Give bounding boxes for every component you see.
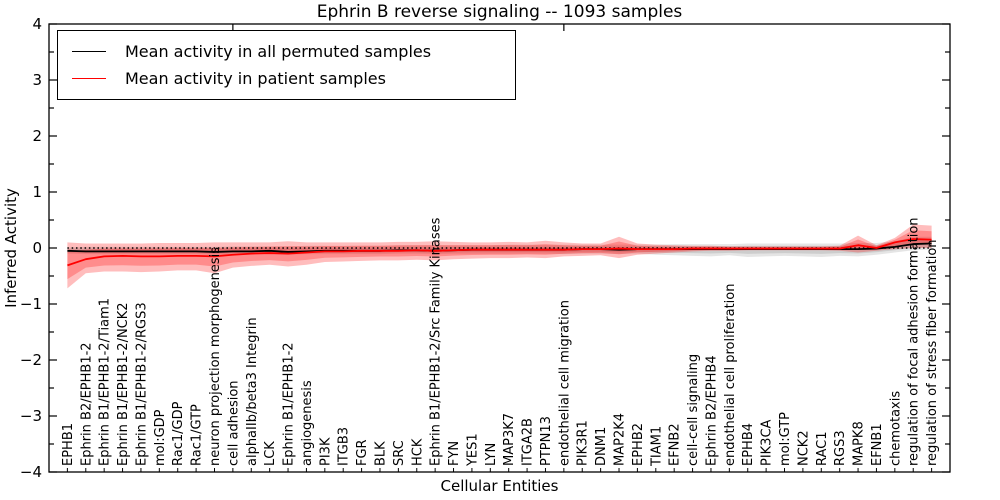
legend-label: Mean activity in all permuted samples (125, 42, 432, 61)
x-tick-label: angiogenesis (300, 380, 315, 466)
y-tick-label: −3 (20, 407, 42, 425)
x-tick-label: chemotaxis (888, 391, 903, 466)
x-tick-label: Ephrin B2/EPHB4 (704, 355, 719, 466)
x-tick-label: YES1 (465, 433, 480, 467)
y-tick-label: 4 (32, 15, 42, 33)
x-tick-label: Rac1/GTP (190, 404, 205, 466)
x-tick-label: MAPK8 (852, 421, 867, 466)
x-tick-label: EPHB4 (741, 423, 756, 466)
patient-range-band-outer (67, 224, 932, 289)
x-tick-label: Ephrin B1/EPHB1-2/Src Family Kinases (429, 217, 444, 466)
x-tick-label: FYN (447, 441, 462, 466)
x-tick-label: FGR (355, 439, 370, 466)
y-tick-label: −1 (20, 295, 42, 313)
x-tick-label: PI3K (318, 437, 333, 466)
x-tick-label: alphaIIb/beta3 Integrin (245, 317, 260, 466)
x-tick-label: TIAM1 (649, 426, 664, 467)
x-tick-label: EPHB1 (61, 423, 76, 466)
x-tick-label: MAP3K7 (502, 413, 517, 466)
permuted-range-band-inner (67, 239, 932, 254)
x-tick-label: regulation of focal adhesion formation (907, 217, 922, 466)
patient-mean-line (67, 238, 932, 267)
x-tick-label: EFNB1 (870, 423, 885, 466)
x-tick-label: LYN (484, 443, 499, 466)
legend-box: Mean activity in all permuted samples Me… (57, 30, 516, 100)
y-tick-label: −4 (20, 463, 42, 481)
x-tick-label: mol:GDP (153, 409, 168, 466)
x-tick-label: Rac1/GDP (171, 401, 186, 466)
x-tick-label: mol:GTP (778, 412, 793, 466)
x-tick-label: DNM1 (594, 427, 609, 466)
y-tick-label: 1 (32, 183, 42, 201)
y-tick-label: −2 (20, 351, 42, 369)
x-tick-label: neuron projection morphogenesis (208, 247, 223, 466)
chart-title: Ephrin B reverse signaling -- 1093 sampl… (316, 2, 683, 22)
x-tick-label: NCK2 (796, 430, 811, 466)
x-tick-label: BLK (373, 441, 388, 466)
x-tick-label: EFNB2 (668, 423, 683, 466)
x-tick-label: SRC (392, 440, 407, 466)
y-axis-label: Inferred Activity (2, 188, 20, 308)
y-tick-label: 0 (32, 239, 42, 257)
x-tick-label: ITGB3 (337, 427, 352, 466)
y-tick-label: 3 (32, 71, 42, 89)
legend-entry-permuted: Mean activity in all permuted samples (72, 38, 505, 65)
x-axis-label: Cellular Entities (440, 477, 559, 495)
patient-range-band-inner (67, 230, 932, 280)
legend-entry-patient: Mean activity in patient samples (72, 65, 505, 92)
x-tick-label: PTPN13 (539, 416, 554, 466)
x-tick-label: Ephrin B2/EPHB1-2 (79, 342, 94, 466)
patient-line-swatch (72, 78, 106, 79)
y-tick-label: 2 (32, 127, 42, 145)
x-tick-label: regulation of stress fiber formation (925, 239, 940, 466)
x-tick-label: ITGA2B (521, 418, 536, 466)
x-tick-label: cell-cell signaling (686, 354, 701, 466)
x-tick-label: PIK3CA (760, 419, 775, 466)
x-tick-label: cell adhesion (226, 380, 241, 466)
x-tick-label: MAP2K4 (613, 413, 628, 466)
x-tick-label: RGS3 (833, 430, 848, 466)
x-tick-label: EPHB2 (631, 423, 646, 466)
x-tick-label: LCK (263, 441, 278, 466)
x-tick-label: endothelial cell migration (557, 300, 572, 466)
legend-label: Mean activity in patient samples (125, 69, 386, 88)
x-tick-label: RAC1 (815, 431, 830, 466)
x-tick-label: Ephrin B1/EPHB1-2/RGS3 (134, 302, 149, 466)
x-tick-label: Ephrin B1/EPHB1-2 (282, 342, 297, 466)
x-tick-label: HCK (410, 438, 425, 466)
x-tick-label: Ephrin B1/EPHB1-2/Tiam1 (98, 298, 113, 466)
permuted-line-swatch (72, 51, 106, 52)
x-tick-label: PIK3R1 (576, 420, 591, 466)
x-tick-label: Ephrin B1/EPHB1-2/NCK2 (116, 302, 131, 466)
x-tick-label: endothelial cell proliferation (723, 284, 738, 467)
